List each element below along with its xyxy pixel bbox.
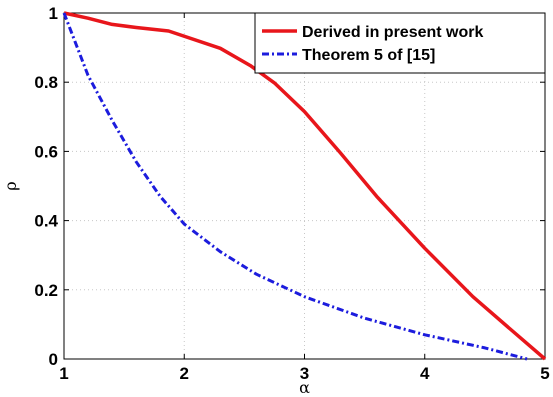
y-tick-label: 0.2 xyxy=(34,281,58,300)
y-tick-label: 1 xyxy=(49,4,58,23)
x-tick-label: 2 xyxy=(180,364,189,383)
x-tick-label: 1 xyxy=(59,364,68,383)
grid xyxy=(64,13,545,359)
series-lines xyxy=(62,11,547,361)
series-theorem5-line xyxy=(62,12,528,361)
y-tick-label: 0.4 xyxy=(34,212,58,231)
axis-ticks: 1 2 3 4 5 0 0.2 0.4 0.6 0.8 1 xyxy=(34,4,549,383)
legend-box xyxy=(254,12,546,74)
y-tick-label: 0.6 xyxy=(34,142,58,161)
x-axis-label: α xyxy=(299,378,310,397)
legend-label-theorem5: Theorem 5 of [15] xyxy=(302,47,435,64)
y-tick-label: 0 xyxy=(49,350,58,369)
x-tick-label: 3 xyxy=(300,364,309,383)
legend-label-derived: Derived in present work xyxy=(302,24,483,41)
x-tick-label: 4 xyxy=(420,364,430,383)
y-tick-label: 0.8 xyxy=(34,73,58,92)
y-axis-label: ρ xyxy=(1,181,20,190)
series-derived-line xyxy=(63,11,547,361)
x-tick-label: 5 xyxy=(540,364,549,383)
legend: Derived in present work Theorem 5 of [15… xyxy=(254,12,546,74)
